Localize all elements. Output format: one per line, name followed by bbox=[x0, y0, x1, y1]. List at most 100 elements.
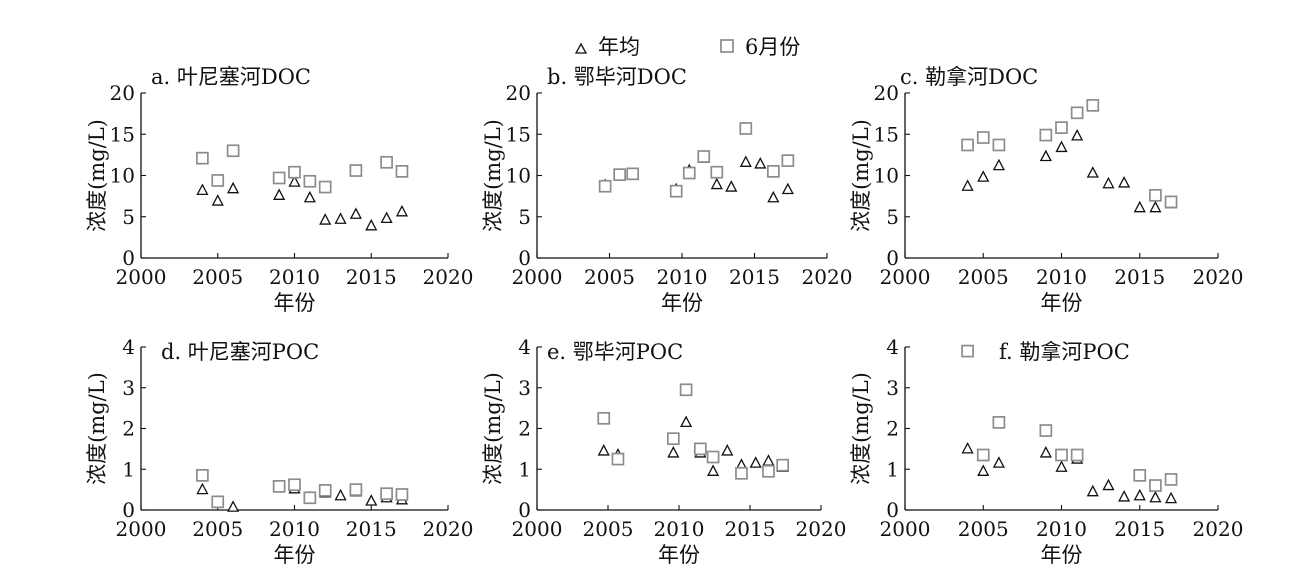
annual-mean-point bbox=[334, 488, 347, 501]
legend-triangle-marker bbox=[574, 42, 588, 54]
annual-mean-point bbox=[349, 207, 362, 219]
y-tick-label: 3 bbox=[122, 376, 135, 400]
legend: 年均 6月份 bbox=[574, 35, 800, 59]
annual-mean-point bbox=[739, 155, 752, 167]
y-tick-label: 2 bbox=[886, 417, 899, 441]
x-axis-title: 年份 bbox=[661, 291, 703, 315]
x-tick-label: 2005 bbox=[583, 517, 634, 541]
june-point bbox=[1055, 448, 1068, 462]
june-point bbox=[318, 484, 332, 497]
june-point bbox=[992, 416, 1006, 429]
annual-mean-point bbox=[725, 180, 738, 192]
y-tick-label: 0 bbox=[518, 498, 531, 522]
x-tick-label: 2005 bbox=[958, 517, 1009, 541]
annual-mean-point bbox=[1039, 149, 1052, 162]
y-tick-label: 1 bbox=[518, 457, 531, 481]
panel-c: 0 5 10 15 20 2000 2005 2010 2015 2020 年份 浓度(mg/L) c.… bbox=[849, 65, 1243, 315]
y-tick-label: 4 bbox=[886, 335, 899, 359]
x-tick-label: 2015 bbox=[346, 517, 397, 541]
y-tick-label: 20 bbox=[110, 81, 135, 105]
june-point bbox=[961, 138, 974, 152]
annual-mean-point bbox=[977, 464, 990, 476]
june-point bbox=[1086, 99, 1100, 112]
annual-mean-point bbox=[667, 446, 680, 458]
legend-label-annual: 年均 bbox=[598, 35, 640, 59]
annual-mean-point bbox=[762, 454, 775, 466]
june-point bbox=[395, 488, 409, 501]
annual-mean-point bbox=[1102, 176, 1115, 189]
y-axis-title: 浓度(mg/L) bbox=[849, 372, 873, 485]
x-tick-label: 2010 bbox=[1036, 265, 1087, 289]
annual-mean-point bbox=[597, 444, 610, 456]
y-tick-label: 0 bbox=[122, 246, 135, 270]
june-point bbox=[1149, 479, 1162, 492]
june-point bbox=[697, 150, 711, 163]
june-point bbox=[395, 165, 409, 178]
x-tick-label: 2000 bbox=[116, 265, 167, 289]
june-point bbox=[597, 411, 611, 425]
annual-mean-point bbox=[1118, 176, 1131, 188]
june-point bbox=[1149, 188, 1162, 202]
annual-mean-point bbox=[303, 190, 316, 203]
x-tick-label: 2020 bbox=[1193, 265, 1244, 289]
panel-title: e. 鄂毕河POC bbox=[547, 340, 683, 364]
panel-d: 0 1 2 3 4 2000 2005 2010 2015 2020 年份 浓度(mg/L) d. 叶尼… bbox=[85, 335, 473, 567]
annual-mean-point bbox=[781, 182, 794, 195]
x-tick-label: 2015 bbox=[725, 517, 776, 541]
annual-mean-point bbox=[721, 444, 734, 456]
x-tick-label: 2010 bbox=[654, 517, 705, 541]
x-tick-label: 2005 bbox=[192, 517, 243, 541]
june-point bbox=[693, 442, 707, 456]
annual-mean-point bbox=[395, 204, 409, 217]
annual-mean-point bbox=[227, 181, 240, 194]
june-point bbox=[1070, 106, 1084, 120]
june-point bbox=[226, 144, 240, 158]
y-tick-label: 5 bbox=[886, 205, 899, 229]
y-tick-label: 2 bbox=[122, 417, 135, 441]
annual-mean-point bbox=[680, 415, 693, 428]
panel-e: 0 1 2 3 4 2000 2005 2010 2015 2020 年份 浓度(mg/L) e. 鄂毕… bbox=[481, 335, 846, 567]
annual-mean-point bbox=[334, 212, 347, 224]
annual-mean-point bbox=[365, 494, 378, 506]
y-tick-label: 5 bbox=[518, 205, 531, 229]
y-tick-label: 1 bbox=[122, 457, 135, 481]
y-tick-label: 0 bbox=[122, 498, 135, 522]
y-axis-title: 浓度(mg/L) bbox=[481, 119, 505, 232]
panel-title: a. 叶尼塞河DOC bbox=[151, 65, 311, 89]
annual-mean-point bbox=[1118, 490, 1131, 502]
june-point bbox=[679, 383, 693, 397]
y-tick-label: 4 bbox=[518, 335, 531, 359]
june-point bbox=[1164, 473, 1178, 486]
panel-title: c. 勒拿河DOC bbox=[900, 65, 1038, 89]
annual-mean-point bbox=[961, 441, 974, 454]
x-tick-label: 2015 bbox=[729, 265, 780, 289]
june-point bbox=[669, 184, 683, 198]
x-tick-label: 2000 bbox=[116, 517, 167, 541]
june-point bbox=[1133, 469, 1147, 482]
annual-mean-point bbox=[1133, 488, 1146, 501]
y-tick-label: 15 bbox=[874, 122, 899, 146]
annual-mean-point bbox=[319, 213, 332, 225]
x-tick-label: 2020 bbox=[423, 265, 474, 289]
june-point bbox=[611, 452, 625, 466]
june-point bbox=[766, 165, 780, 178]
panel-f: 0 1 2 3 4 2000 2005 2010 2015 2020 年份 浓度(mg/L) f. 勒拿… bbox=[849, 335, 1243, 567]
y-tick-label: 0 bbox=[886, 498, 899, 522]
annual-mean-point bbox=[992, 456, 1005, 468]
x-tick-label: 2010 bbox=[269, 265, 320, 289]
x-tick-label: 2000 bbox=[512, 265, 563, 289]
x-tick-label: 2020 bbox=[1193, 517, 1244, 541]
june-point bbox=[976, 448, 990, 462]
june-point bbox=[976, 131, 990, 144]
june-point bbox=[735, 466, 748, 480]
y-axis-title: 浓度(mg/L) bbox=[481, 372, 505, 485]
x-tick-label: 2010 bbox=[269, 517, 320, 541]
annual-mean-point bbox=[767, 190, 780, 203]
june-point bbox=[598, 179, 612, 193]
y-axis-title: 浓度(mg/L) bbox=[85, 372, 109, 485]
y-tick-label: 1 bbox=[886, 457, 899, 481]
y-tick-label: 0 bbox=[518, 246, 531, 270]
panel-title: b. 鄂毕河DOC bbox=[547, 65, 687, 89]
june-point bbox=[1164, 195, 1178, 209]
